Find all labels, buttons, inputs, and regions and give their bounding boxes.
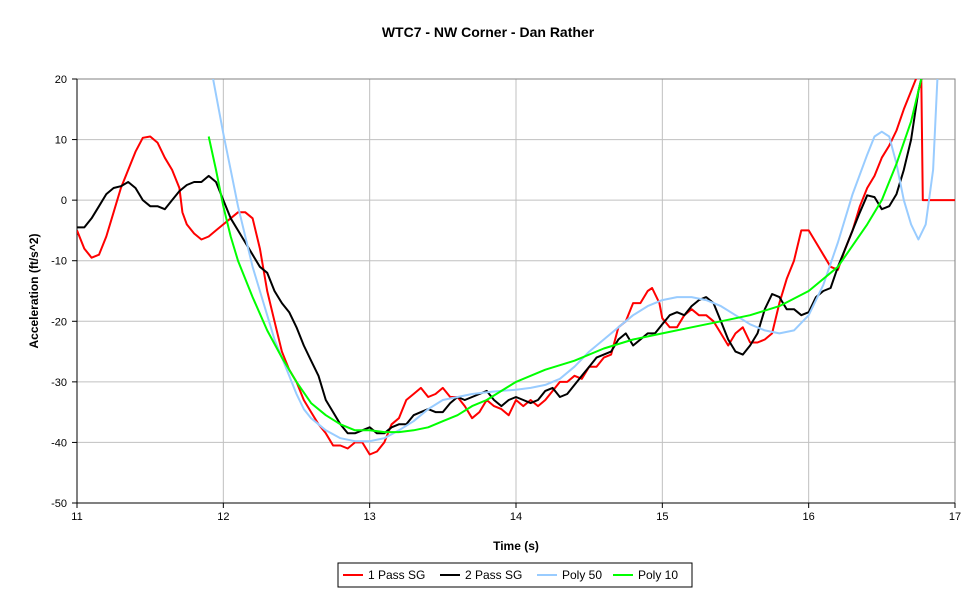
legend-label: Poly 50 <box>562 568 602 582</box>
series-line-poly-10 <box>207 79 923 434</box>
y-tick-label: -10 <box>51 256 67 268</box>
legend-label: Poly 10 <box>638 568 678 582</box>
x-tick-label: 14 <box>510 511 522 523</box>
y-tick-label: 10 <box>55 135 67 147</box>
chart-title: WTC7 - NW Corner - Dan Rather <box>382 24 595 40</box>
axis-ticks: 11 12 13 14 15 16 17 -50 -40 -30 -20 -10 0 10 20 <box>51 74 961 523</box>
x-axis-label: Time (s) <box>493 539 539 553</box>
legend-label: 1 Pass SG <box>368 568 425 582</box>
x-tick-label: 13 <box>364 511 376 523</box>
x-tick-label: 17 <box>949 511 961 523</box>
y-tick-label: 20 <box>55 74 67 86</box>
x-tick-label: 11 <box>71 511 82 523</box>
y-tick-label: -40 <box>51 437 67 449</box>
series-lines <box>77 79 955 456</box>
series-line-2-pass-sg <box>77 79 923 435</box>
x-tick-label: 12 <box>217 511 229 523</box>
series-line-1-pass-sg <box>77 79 955 456</box>
y-axis-label: Acceleration (ft/s^2) <box>27 233 41 348</box>
y-tick-label: 0 <box>61 195 67 207</box>
y-tick-label: -30 <box>51 377 67 389</box>
legend: 1 Pass SG 2 Pass SG Poly 50 Poly 10 <box>337 562 693 588</box>
y-tick-label: -20 <box>51 316 67 328</box>
legend-label: 2 Pass SG <box>465 568 522 582</box>
x-tick-label: 15 <box>656 511 668 523</box>
series-line-poly-50 <box>212 79 939 443</box>
y-tick-label: -50 <box>51 498 67 510</box>
x-tick-label: 16 <box>803 511 815 523</box>
